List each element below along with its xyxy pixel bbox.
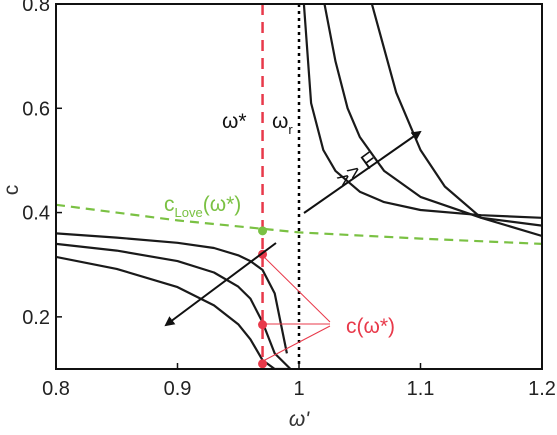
omega-r-main: ω <box>272 110 288 133</box>
love-main: c <box>164 193 175 216</box>
series-layer <box>56 4 542 369</box>
love-sub: Love <box>175 205 203 220</box>
x-tick-label: 1 <box>293 378 304 400</box>
decrease-arrow <box>164 242 277 327</box>
c-omega-star-label: c(ω*) <box>346 315 395 338</box>
highlight-point-0 <box>258 226 268 236</box>
highlight-point-2 <box>258 320 268 330</box>
x-tick-label: 0.9 <box>164 378 192 400</box>
highlight-point-3 <box>258 359 268 369</box>
dispersion-curve-6 <box>370 4 542 238</box>
dispersion-curve-1 <box>56 232 288 354</box>
x-tick-label: 1.1 <box>407 378 435 400</box>
dispersion-curve-2 <box>56 242 292 369</box>
omega-r-label: ωr <box>272 110 293 137</box>
dispersion-curve-3 <box>56 255 287 369</box>
love-tail: (ω*) <box>203 193 242 216</box>
callout-line-1 <box>262 255 331 323</box>
tick-layer: 0.8 0.9 1 1.1 1.2 0.2 0.4 0.6 0.8 <box>22 0 556 400</box>
y-axis-label: c <box>0 185 23 196</box>
callout-line-3 <box>262 325 331 362</box>
x-axis-label: ω' <box>289 408 310 431</box>
omega-star-label: ω* <box>222 110 247 133</box>
increase-force-arrow <box>303 130 422 214</box>
omega-r-sub: r <box>288 122 293 137</box>
series-love-line <box>56 203 542 245</box>
love-label: cLove(ω*) <box>164 193 241 220</box>
y-tick-label: 0.6 <box>22 98 50 120</box>
x-tick-label: 0.8 <box>42 378 70 400</box>
dispersion-curve-5 <box>323 4 542 227</box>
y-tick-label: 0.2 <box>22 307 50 329</box>
x-tick-label: 1.2 <box>528 378 556 400</box>
y-tick-label: 0.8 <box>22 0 50 16</box>
y-tick-label: 0.4 <box>22 203 50 225</box>
dispersion-curve-4 <box>302 4 542 219</box>
